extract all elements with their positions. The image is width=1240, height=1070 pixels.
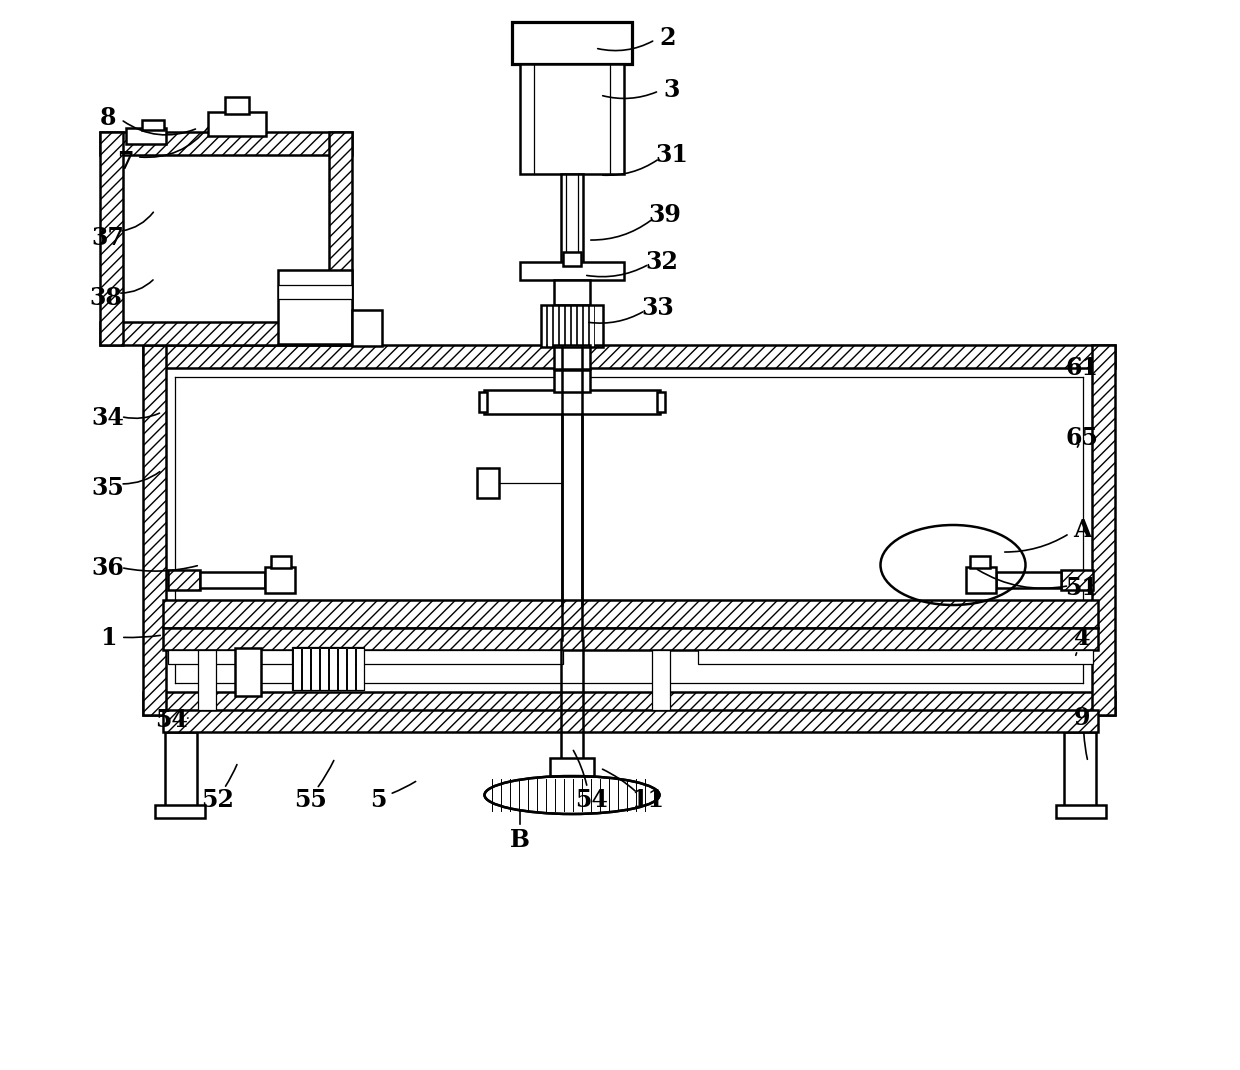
Bar (265, 567, 295, 593)
Bar (541, 305, 546, 347)
Bar (126, 128, 166, 144)
Bar (208, 112, 267, 136)
Text: 65: 65 (1065, 426, 1099, 450)
Bar (347, 648, 355, 690)
Bar (100, 132, 352, 155)
Bar (652, 649, 670, 710)
Bar (224, 97, 249, 114)
Bar (484, 389, 660, 414)
Text: 54: 54 (575, 788, 609, 812)
Bar (143, 692, 1115, 715)
Bar (1056, 805, 1106, 817)
Bar (657, 392, 665, 412)
Bar (123, 155, 329, 322)
Bar (278, 285, 352, 299)
Bar (479, 392, 487, 412)
Bar (970, 556, 990, 568)
Bar (570, 305, 577, 347)
Bar (143, 345, 1115, 368)
Text: 3: 3 (663, 78, 681, 102)
Bar (1061, 570, 1092, 590)
Text: 32: 32 (646, 250, 678, 274)
Bar (966, 567, 996, 593)
Text: 4: 4 (1074, 626, 1090, 649)
Bar (512, 22, 632, 64)
Bar (236, 648, 260, 696)
Ellipse shape (485, 776, 660, 814)
Bar (162, 710, 1097, 732)
Bar (329, 648, 337, 690)
Bar (520, 262, 624, 280)
Bar (551, 758, 594, 776)
Bar (198, 649, 216, 710)
Bar (278, 270, 352, 343)
Bar (553, 305, 558, 347)
Bar (162, 600, 1097, 628)
Bar (167, 649, 563, 664)
Bar (162, 628, 1097, 649)
Text: 31: 31 (656, 143, 688, 167)
Text: B: B (510, 828, 529, 852)
Text: 5: 5 (370, 788, 386, 812)
Bar (100, 132, 123, 345)
Text: 35: 35 (92, 476, 124, 500)
Text: 39: 39 (649, 203, 682, 227)
Bar (996, 572, 1061, 589)
Text: 1: 1 (99, 626, 117, 649)
Bar (303, 648, 310, 690)
Bar (329, 132, 352, 345)
Bar (291, 647, 365, 690)
Bar (143, 345, 166, 715)
Bar (200, 572, 265, 589)
Bar (554, 345, 590, 369)
Bar (560, 174, 583, 262)
Bar (293, 648, 301, 690)
Text: 7: 7 (117, 150, 133, 174)
Bar (559, 305, 564, 347)
Bar (272, 556, 291, 568)
Text: 54: 54 (155, 708, 188, 732)
Text: 9: 9 (1074, 706, 1090, 730)
Bar (477, 468, 498, 498)
Text: A: A (1073, 518, 1091, 542)
Bar (1064, 732, 1096, 810)
Bar (554, 280, 590, 305)
Bar (547, 305, 552, 347)
Text: 8: 8 (99, 106, 117, 129)
Bar (166, 368, 1092, 692)
Bar (583, 305, 588, 347)
Text: 34: 34 (92, 406, 124, 430)
Text: 38: 38 (89, 286, 123, 310)
Bar (352, 310, 382, 346)
Bar (563, 253, 582, 266)
Bar (577, 305, 582, 347)
Bar (167, 570, 200, 590)
Bar (698, 649, 1092, 664)
Bar (356, 648, 365, 690)
Text: 11: 11 (631, 788, 665, 812)
Text: 37: 37 (92, 226, 124, 250)
Bar (565, 305, 570, 347)
Bar (541, 305, 603, 347)
Bar (1092, 345, 1115, 715)
Bar (554, 370, 590, 392)
Bar (320, 648, 329, 690)
Bar (589, 305, 594, 347)
Bar (100, 322, 352, 345)
Text: 33: 33 (641, 296, 675, 320)
Bar (339, 648, 346, 690)
Text: 61: 61 (1065, 356, 1099, 380)
Text: 36: 36 (92, 556, 124, 580)
Bar (520, 64, 624, 174)
Bar (165, 732, 197, 810)
Text: 51: 51 (1065, 576, 1099, 600)
Bar (155, 805, 205, 817)
Bar (143, 120, 164, 129)
Text: 52: 52 (202, 788, 234, 812)
Text: 55: 55 (294, 788, 326, 812)
Text: 2: 2 (660, 26, 676, 50)
Bar (311, 648, 319, 690)
